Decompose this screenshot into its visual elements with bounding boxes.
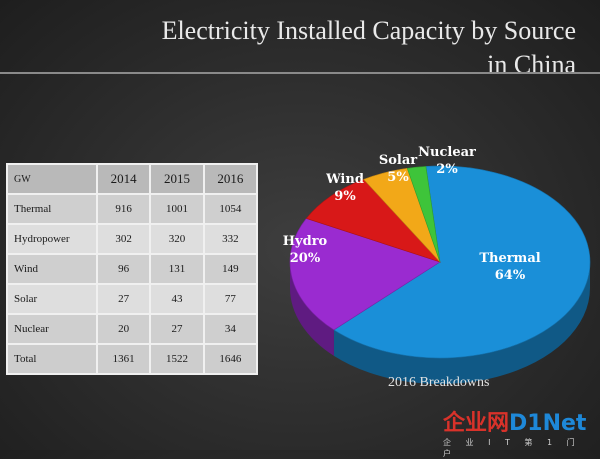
table-header-cell: 2016 [202, 163, 259, 195]
watermark-text: 企业网 [443, 411, 510, 436]
watermark-logo: 企业网D1Net 企 业 I T 第 1 门 户 [443, 405, 593, 458]
pie-slice-wind [305, 179, 442, 263]
table-cell: 1646 [202, 343, 259, 375]
table-cell: 1054 [202, 193, 259, 225]
pie-value-hydro: 20% [290, 251, 321, 266]
pie-side-thermal [333, 262, 590, 385]
title-divider [0, 72, 600, 74]
pie-slice-hydro [289, 218, 441, 331]
table-row: Thermal 916 1001 1054 [6, 193, 259, 225]
pie-slice-nuclear [406, 166, 441, 263]
pie-label-wind: Wind [325, 172, 364, 187]
pie-value-wind: 9% [334, 189, 356, 204]
table-row: Hydropower 302 320 332 [6, 223, 259, 255]
table-cell: 96 [95, 253, 152, 285]
pie-label-hydro: Hydro [283, 234, 328, 249]
chart-caption: 2016 Breakdowns [388, 375, 490, 390]
table-cell: 302 [95, 223, 152, 255]
pie-label-thermal: Thermal [479, 251, 540, 266]
pie-slice-thermal [333, 165, 591, 359]
table-header-cell: GW [6, 163, 98, 195]
table-cell: 20 [95, 313, 152, 345]
slide-title-line1: Electricity Installed Capacity by Source [161, 16, 576, 45]
slide-title-line2: in China [487, 50, 576, 79]
table-cell: Total [6, 343, 98, 375]
pie-value-solar: 5% [387, 170, 409, 185]
table-cell: 27 [95, 283, 152, 315]
table-cell: Hydropower [6, 223, 98, 255]
table-cell: 43 [149, 283, 205, 315]
table-cell: 320 [149, 223, 205, 255]
table-cell: 1522 [149, 343, 205, 375]
table-row: Solar 27 43 77 [6, 283, 259, 315]
watermark-text: D1Net [509, 411, 587, 436]
table-header-row: GW 2014 2015 2016 [6, 163, 259, 195]
table-cell: Solar [6, 283, 98, 315]
table-cell: 34 [202, 313, 259, 345]
table-total-row: Total 1361 1522 1646 [6, 343, 259, 375]
table-cell: Nuclear [6, 313, 98, 345]
table-cell: 332 [202, 223, 259, 255]
slide-title: Electricity Installed Capacity by Source… [106, 14, 576, 82]
table-cell: 1001 [149, 193, 205, 225]
table-cell: 77 [202, 283, 259, 315]
table-header-cell: 2014 [95, 163, 152, 195]
table-cell: 27 [149, 313, 205, 345]
watermark-subtext: 企 业 I T 第 1 门 户 [443, 438, 581, 458]
table-cell: Wind [6, 253, 98, 285]
table-header-cell: 2015 [149, 163, 205, 195]
capacity-table: GW 2014 2015 2016 Thermal 916 1001 1054 … [6, 163, 259, 375]
table-row: Nuclear 20 27 34 [6, 313, 259, 345]
table-cell: Thermal [6, 193, 98, 225]
table-row: Wind 96 131 149 [6, 253, 259, 285]
pie-side-hydro [290, 262, 334, 356]
table-cell: 149 [202, 253, 259, 285]
pie-label-nuclear: Nuclear [418, 145, 476, 160]
table-cell: 131 [149, 253, 205, 285]
pie-label-solar: Solar [379, 153, 417, 168]
table-cell: 1361 [95, 343, 152, 375]
pie-value-nuclear: 2% [436, 162, 458, 177]
pie-value-thermal: 64% [495, 268, 526, 283]
table-cell: 916 [95, 193, 152, 225]
